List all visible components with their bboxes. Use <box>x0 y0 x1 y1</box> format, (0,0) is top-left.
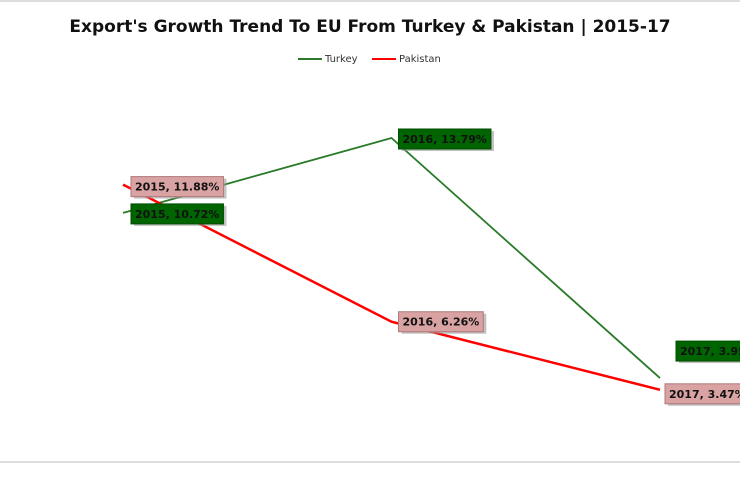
data-label: 2015, 10.72% <box>135 208 219 221</box>
data-label: 2015, 11.88% <box>135 181 219 194</box>
legend-label: Pakistan <box>399 54 441 65</box>
data-label: 2016, 13.79% <box>403 133 487 146</box>
data-label-box <box>130 203 224 225</box>
series-line <box>122 137 661 379</box>
data-label: 2017, 3.47% <box>669 388 740 401</box>
data-label-box <box>398 311 484 333</box>
series-line <box>122 183 661 392</box>
data-label: 2017, 3.95% <box>680 345 740 358</box>
data-label: 2016, 6.26% <box>403 316 480 329</box>
data-label-box <box>675 340 740 362</box>
legend-label: Turkey <box>324 54 358 65</box>
data-label-box <box>130 176 224 198</box>
chart-title: Export's Growth Trend To EU From Turkey … <box>69 17 670 37</box>
data-label-box <box>398 128 492 150</box>
data-label-box <box>664 383 740 405</box>
